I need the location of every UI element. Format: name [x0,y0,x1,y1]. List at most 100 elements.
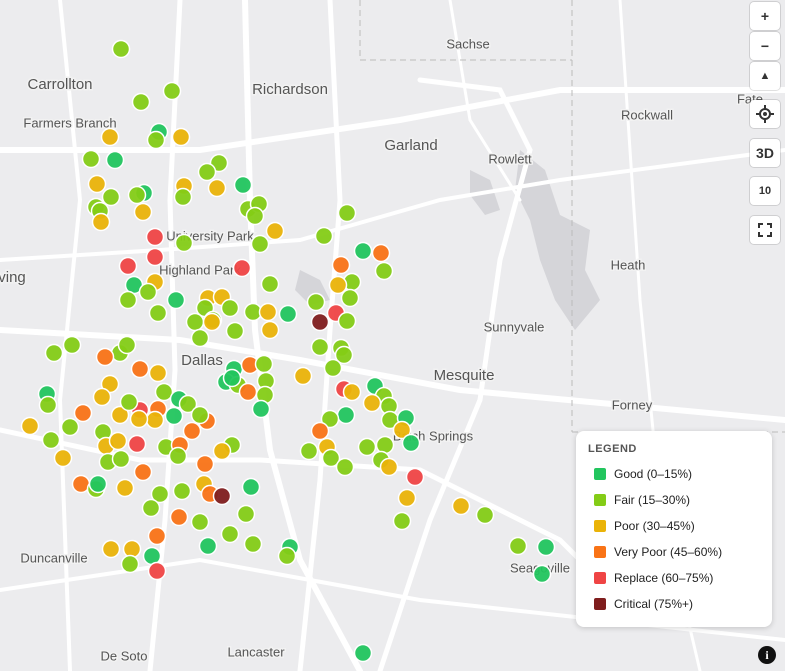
marker [101,187,121,207]
legend-label: Critical (75%+) [614,597,694,611]
legend-title: LEGEND [588,443,637,455]
marker [108,431,128,451]
zoom-in-button[interactable]: + [750,2,780,30]
3d-button[interactable]: 3D [750,139,780,167]
marker [379,457,399,477]
marker [236,504,256,524]
locate-button[interactable] [750,100,780,128]
marker [260,274,280,294]
marker [145,247,165,267]
marker [222,368,242,388]
legend-label: Very Poor (45–60%) [614,545,723,559]
place-label: Richardson [252,81,328,98]
marker [233,175,253,195]
compass-button[interactable]: ▲ [750,62,780,90]
marker [169,507,189,527]
marker [171,127,191,147]
marker [238,382,258,402]
place-label: Highland Park [159,262,241,277]
fullscreen-button[interactable] [750,216,780,244]
fullscreen-icon [758,223,772,237]
marker [141,498,161,518]
marker [122,539,142,559]
marker [38,395,58,415]
marker [111,449,131,469]
legend-item: Very Poor (45–60%) [594,545,722,559]
marker [357,437,377,457]
legend-swatch [594,494,606,506]
marker [321,448,341,468]
marker [148,363,168,383]
marker [336,405,356,425]
marker [251,399,271,419]
marker [146,130,166,150]
marker [310,312,330,332]
marker [197,162,217,182]
marker [164,406,184,426]
zoom-out-button[interactable]: − [750,32,780,60]
marker [306,292,326,312]
marker [173,187,193,207]
marker [127,434,147,454]
marker [245,206,265,226]
marker [374,261,394,281]
locate-icon [756,105,774,123]
marker [73,403,93,423]
marker [150,484,170,504]
legend-item: Poor (30–45%) [594,519,695,533]
marker [133,202,153,222]
marker [340,288,360,308]
marker [401,433,421,453]
marker [405,467,425,487]
marker [138,282,158,302]
place-label: Heath [611,257,646,272]
marker [310,421,330,441]
marker [20,416,40,436]
marker [353,241,373,261]
marker [172,481,192,501]
legend-item: Good (0–15%) [594,467,692,481]
marker [130,359,150,379]
marker [44,343,64,363]
marker [536,537,556,557]
marker [314,226,334,246]
marker [115,478,135,498]
marker [250,234,270,254]
marker [392,420,412,440]
markers [20,39,556,663]
place-label: Rowlett [488,151,532,166]
marker [91,212,111,232]
legend-swatch [594,572,606,584]
marker [202,312,222,332]
legend-item: Critical (75%+) [594,597,693,611]
marker [265,221,285,241]
legend-swatch [594,546,606,558]
marker [190,512,210,532]
legend-label: Fair (15–30%) [614,493,691,507]
marker [127,185,147,205]
marker [371,243,391,263]
marker [331,255,351,275]
marker [397,488,417,508]
marker [87,174,107,194]
info-button[interactable]: i [758,646,776,664]
place-label: Dallas [181,352,223,369]
place-label: Lancaster [227,644,285,659]
marker [212,486,232,506]
marker [220,524,240,544]
marker [310,337,330,357]
marker [278,304,298,324]
legend-item: Fair (15–30%) [594,493,690,507]
marker [277,546,297,566]
marker [145,227,165,247]
place-label: Mesquite [434,367,495,384]
marker [299,441,319,461]
marker [320,409,340,429]
marker [353,643,373,663]
place-labels: Carrollton Farmers Branch Richardson Sachse… [0,35,765,665]
legend: LEGEND Good (0–15%) Fair (15–30%) Poor (30… [576,431,772,627]
marker [335,457,355,477]
marker [147,561,167,581]
